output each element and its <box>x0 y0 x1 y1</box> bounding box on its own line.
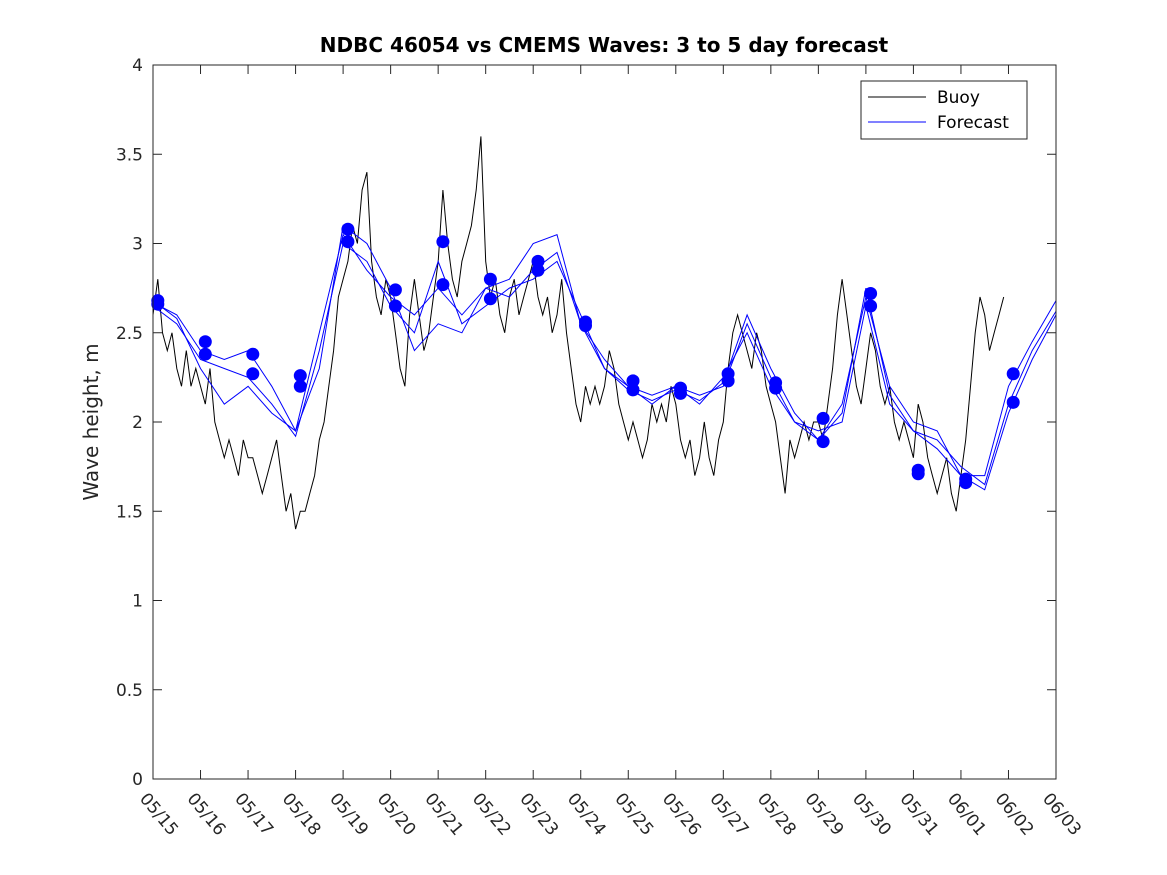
legend: Buoy Forecast <box>860 80 1028 140</box>
plot-area <box>153 65 1056 779</box>
legend-box <box>860 80 1028 140</box>
forecast-marker-28 <box>816 411 830 425</box>
forecast-marker-13 <box>436 278 450 292</box>
series-layer <box>152 136 1057 530</box>
forecast-marker-8 <box>341 222 355 236</box>
y-tick-label-7: 3.5 <box>116 145 143 165</box>
legend-buoy-label: Buoy <box>937 88 980 108</box>
forecast-marker-9 <box>341 235 355 249</box>
forecast-marker-4 <box>246 347 260 361</box>
forecast-marker-20 <box>626 374 640 388</box>
y-tick-label-2: 1 <box>132 592 143 612</box>
y-tick-label-3: 1.5 <box>116 502 143 522</box>
forecast-marker-3 <box>198 347 212 361</box>
forecast-marker-25 <box>721 374 735 388</box>
y-tick-label-8: 4 <box>132 56 143 76</box>
forecast-marker-31 <box>864 299 878 313</box>
forecast-marker-1 <box>151 297 165 311</box>
forecast-marker-15 <box>483 292 497 306</box>
forecast-marker-layer <box>151 222 1020 490</box>
y-tick-label-6: 3 <box>132 235 143 255</box>
y-axis-label: Wave height, m <box>79 343 103 500</box>
forecast-marker-7 <box>293 379 307 393</box>
forecast-marker-10 <box>388 283 402 297</box>
forecast-marker-35 <box>959 476 973 490</box>
forecast-marker-37 <box>1006 395 1020 409</box>
forecast-marker-23 <box>674 386 687 400</box>
y-tick-label-1: 0.5 <box>116 681 143 701</box>
forecast-marker-36 <box>1006 367 1020 381</box>
forecast-marker-16 <box>531 254 545 268</box>
forecast-marker-29 <box>816 435 830 449</box>
forecast-marker-21 <box>626 383 640 397</box>
forecast-marker-33 <box>911 467 925 481</box>
forecast-marker-5 <box>246 367 260 381</box>
forecast-marker-30 <box>864 287 878 300</box>
y-tick-label-0: 0 <box>132 770 143 790</box>
forecast-series-line-3 <box>152 224 1057 491</box>
forecast-marker-19 <box>579 319 592 333</box>
forecast-marker-14 <box>483 272 497 286</box>
buoy-series-line <box>152 136 1005 530</box>
forecast-marker-6 <box>293 369 307 383</box>
forecast-marker-27 <box>769 381 783 395</box>
legend-forecast-label: Forecast <box>937 113 1009 133</box>
chart-title: NDBC 46054 vs CMEMS Waves: 3 to 5 day fo… <box>320 33 889 57</box>
forecast-series-line-1 <box>152 233 1057 477</box>
forecast-marker-17 <box>531 263 545 277</box>
forecast-marker-11 <box>388 299 402 313</box>
y-tick-label-5: 2.5 <box>116 324 143 344</box>
y-tick-label-4: 2 <box>132 413 143 433</box>
forecast-marker-12 <box>436 235 450 249</box>
forecast-marker-2 <box>198 335 212 349</box>
